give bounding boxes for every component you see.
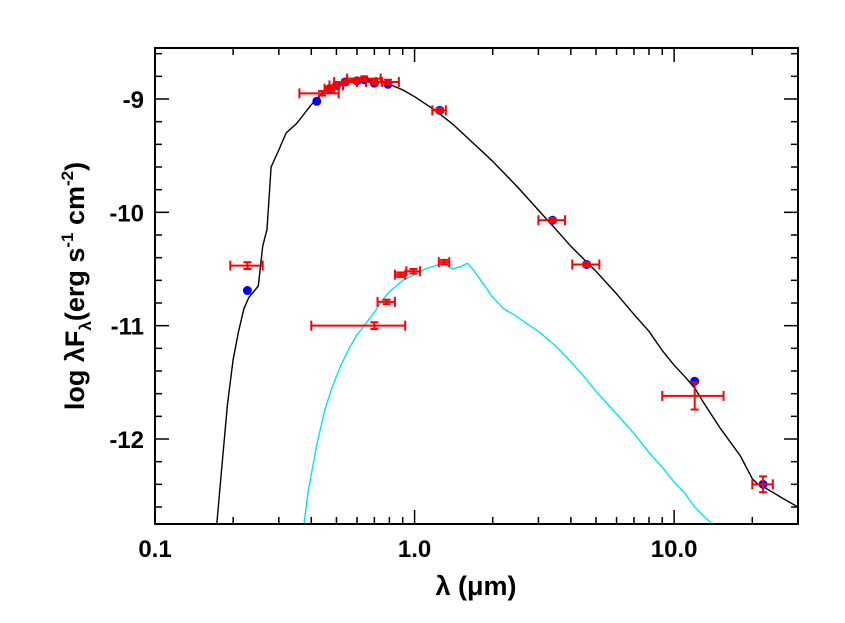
photometry-errorbar	[229, 260, 264, 271]
photometry-errorbar	[310, 320, 407, 331]
y-tick-label: -11	[111, 314, 144, 341]
y-tick-label: -12	[109, 427, 144, 454]
photometry-errorbar	[405, 266, 422, 277]
photometry-errorbar	[376, 296, 396, 307]
x-tick-label: 1.0	[398, 536, 431, 563]
model-photometry-point	[312, 96, 322, 106]
y-axis-label: log λFλ(erg s-1 cm-2)	[58, 162, 95, 410]
primary-model-spectrum-line	[216, 78, 798, 524]
tick-labels: 0.1 1.0 10.0 -9 -10 -11 -12	[109, 87, 697, 563]
y-axis-label-close: )	[60, 162, 90, 171]
photometry-errorbar	[393, 269, 407, 280]
y-tick-label: -9	[123, 87, 144, 114]
photometry-errorbar	[298, 88, 340, 99]
y-axis-label-exp1: -1	[58, 233, 77, 248]
photometry-errorbar	[431, 105, 447, 116]
photometry-errorbars	[229, 73, 774, 494]
photometry-errorbar	[537, 215, 567, 226]
y-axis-label-exp2: -2	[58, 171, 77, 186]
axis-ticks	[154, 48, 799, 524]
photometry-errorbar	[374, 77, 400, 87]
photometry-errorbar	[571, 259, 601, 270]
x-tick-label: 0.1	[138, 536, 171, 563]
y-axis-label-units: (erg s	[60, 248, 90, 322]
model-lines	[216, 78, 798, 524]
y-tick-label: -10	[109, 200, 144, 227]
x-axis-label: λ (μm)	[435, 571, 516, 601]
x-tick-label: 10.0	[651, 536, 698, 563]
y-axis-label-subscript: λ	[76, 321, 95, 331]
plot-area	[216, 73, 798, 524]
svg-text:log λFλ(erg s-1 cm-2): log λFλ(erg s-1 cm-2)	[58, 162, 95, 410]
photometry-errorbar	[661, 381, 725, 411]
model-photometry-point	[690, 376, 700, 386]
y-axis-label-cm: cm	[60, 186, 90, 233]
plot-frame	[154, 47, 799, 525]
model-photometry-point	[242, 286, 252, 296]
photometry-errorbar	[751, 475, 774, 494]
secondary-model-spectrum-line	[303, 262, 714, 524]
photometry-errorbar	[437, 257, 451, 268]
y-axis-label-main: log λF	[60, 331, 90, 411]
